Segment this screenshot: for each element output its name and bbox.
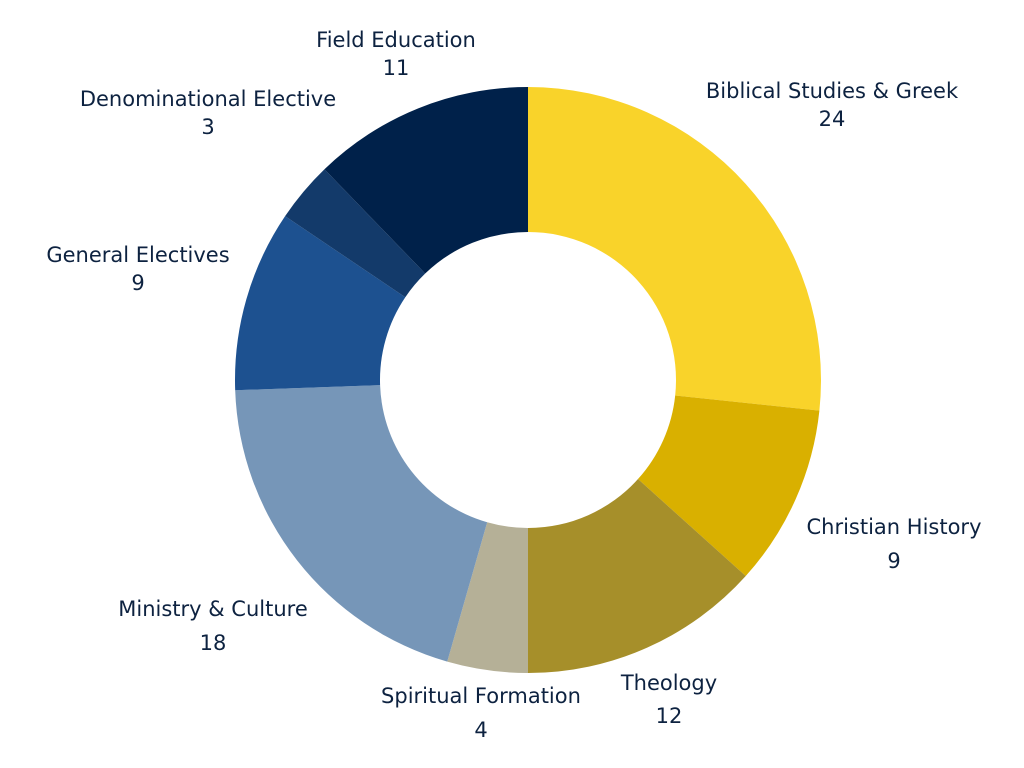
slice-label: Field Education [316,28,476,52]
slice-value: 9 [131,271,144,295]
slice-value: 3 [201,115,214,139]
slice-value: 18 [200,631,227,655]
slice-value: 4 [474,718,487,742]
slice-label: Theology [620,671,717,695]
donut-slice [447,522,528,673]
donut-slice [235,385,488,662]
slice-label: Biblical Studies & Greek [706,79,959,103]
donut-slice [528,479,746,673]
donut-slice [528,87,821,411]
donut-slice [234,216,406,391]
slice-value: 9 [887,549,900,573]
donut-slice [637,395,820,577]
slice-label: Christian History [806,515,981,539]
slice-value: 24 [819,107,846,131]
donut-slice [324,87,528,274]
donut-slice [285,169,426,298]
slice-label: Denominational Elective [80,87,336,111]
slice-label: Spiritual Formation [381,684,581,708]
slice-label: Ministry & Culture [118,597,308,621]
slice-label: General Electives [46,243,229,267]
slice-value: 11 [383,56,410,80]
slice-value: 12 [656,704,683,728]
